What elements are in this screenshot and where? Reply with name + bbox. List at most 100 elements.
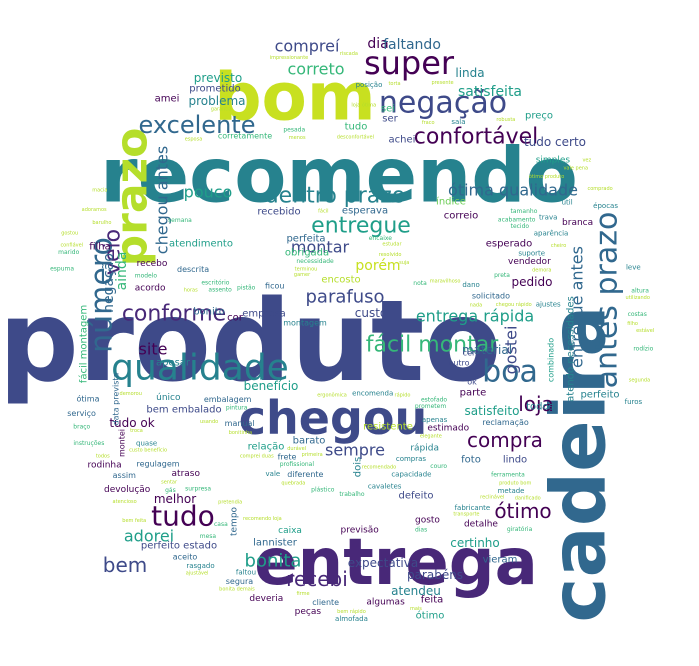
cloud-word: atencioso	[113, 499, 137, 505]
cloud-word: presente	[431, 80, 453, 86]
cloud-word: feita	[421, 595, 444, 606]
cloud-word: pintura	[226, 404, 248, 411]
cloud-word: faltou	[236, 569, 256, 577]
cloud-word: metade	[498, 487, 525, 495]
cloud-word: tecido	[511, 223, 530, 230]
cloud-word: recebi	[286, 567, 348, 591]
cloud-word: veio	[101, 229, 126, 275]
cloud-word: demora	[532, 267, 551, 273]
cloud-word: ótimo	[494, 499, 551, 523]
cloud-word: atendo necessidades	[566, 296, 577, 402]
cloud-word: montar	[291, 238, 350, 257]
cloud-word: benefício	[244, 379, 299, 393]
cloud-word: elegante	[420, 433, 442, 439]
cloud-word: braço	[73, 424, 90, 431]
cloud-word: dias	[415, 526, 427, 533]
cloud-word: mais	[410, 606, 422, 612]
cloud-word: desconfortável	[337, 134, 374, 141]
cloud-word: confortável	[414, 125, 539, 150]
cloud-word: combinado	[547, 338, 556, 382]
cloud-word: outro	[448, 359, 469, 368]
cloud-word: perfeita	[286, 234, 325, 245]
cloud-word: rasgado	[186, 562, 214, 570]
cloud-word: fraco	[422, 120, 435, 126]
cloud-word: altura	[631, 288, 649, 295]
cloud-word: bonito	[193, 307, 225, 318]
cloud-word: montei	[118, 429, 127, 457]
cloud-word: barulho	[92, 220, 111, 226]
cloud-word: certinho	[450, 536, 500, 550]
cloud-word: corretamente	[218, 132, 272, 141]
cloud-word: pistão	[237, 285, 256, 292]
cloud-word: bonita demais	[219, 587, 255, 593]
cloud-word: filho	[627, 321, 638, 327]
cloud-word: material	[462, 343, 512, 357]
cloud-word: giratória	[507, 526, 533, 533]
cloud-word: satisfeita	[458, 84, 522, 100]
cloud-word: lannister	[253, 538, 298, 549]
cloud-word: sempre	[325, 441, 385, 460]
cloud-word: acordo	[135, 283, 166, 293]
cloud-word: produto bom	[499, 480, 531, 486]
cloud-word: perfeito	[580, 390, 619, 401]
cloud-word: dois	[353, 457, 364, 477]
cloud-word: ótimo	[416, 610, 445, 622]
cloud-word: todos	[96, 454, 110, 460]
cloud-word: simples	[536, 155, 571, 165]
cloud-word: recebo	[137, 259, 168, 269]
cloud-word: nada	[470, 302, 482, 308]
cloud-word: recomendo	[100, 131, 578, 220]
cloud-word: caixa	[278, 526, 302, 536]
cloud-word: filha	[89, 242, 111, 253]
cloud-word: frete	[278, 452, 297, 461]
cloud-word: bem	[103, 553, 147, 577]
cloud-word: confiável	[60, 242, 83, 249]
cloud-word: encaixe	[369, 235, 393, 242]
cloud-word: segunda	[629, 377, 650, 383]
cloud-word: casa	[214, 521, 228, 528]
cloud-word: estudar	[382, 241, 402, 247]
cloud-word: entrega	[254, 526, 538, 600]
cloud-word: dano	[462, 281, 479, 289]
cloud-word: recebido	[257, 207, 300, 218]
cloud-word: usando	[200, 419, 218, 425]
cloud-word: fabricante	[455, 504, 491, 512]
cloud-word: peças	[295, 607, 322, 617]
cloud-word: quase	[136, 439, 157, 447]
cloud-word: ajustável	[186, 569, 209, 576]
cloud-word: chegou	[239, 391, 428, 445]
cloud-word: gamer	[294, 272, 311, 278]
cloud-word: ok	[467, 378, 477, 387]
cloud-word: vez	[582, 157, 591, 163]
cloud-word: melhor	[154, 492, 196, 506]
cloud-word: recomendado	[362, 464, 396, 470]
cloud-word: encomenda	[352, 389, 393, 397]
cloud-word: obrigada	[285, 248, 329, 259]
cloud-word: apesar	[156, 358, 191, 369]
cloud-word: todos	[526, 402, 554, 413]
cloud-word: segura	[226, 577, 254, 586]
cloud-word: troca	[130, 428, 143, 434]
cloud-word: atraso	[172, 469, 201, 479]
cloud-word: nota	[413, 280, 427, 287]
cloud-word: tudo ok	[109, 416, 154, 430]
cloud-word: ferramenta	[491, 471, 525, 478]
cloud-word: fácil	[318, 208, 328, 215]
cloud-word: ajustes	[536, 301, 561, 309]
cloud-word: rodízio	[633, 346, 653, 353]
cloud-word: gás	[165, 487, 176, 494]
cloud-word: quebrada	[281, 480, 305, 486]
cloud-word: reclamação	[482, 418, 529, 427]
cloud-word: custo benefício	[129, 446, 167, 453]
cloud-word: loja	[518, 392, 554, 416]
cloud-word: correto	[287, 60, 344, 79]
cloud-word: relação	[248, 442, 285, 453]
cloud-word: durável	[287, 445, 306, 452]
cloud-word: sala	[451, 118, 465, 126]
cloud-word: danificado	[515, 496, 541, 502]
cloud-word: linda	[455, 66, 484, 80]
cloud-word: robusta	[496, 117, 515, 123]
cloud-word: almofada	[335, 615, 368, 623]
cloud-word: sei	[381, 104, 395, 115]
